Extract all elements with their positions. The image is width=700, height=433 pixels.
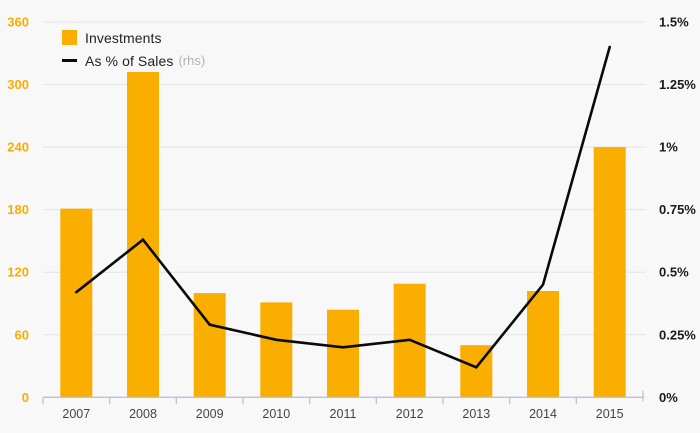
x-label-2010: 2010	[262, 407, 290, 421]
legend-label-sales: As % of Sales	[85, 52, 174, 69]
left-tick-label: 120	[7, 265, 29, 280]
line-swatch-icon	[62, 59, 77, 62]
bar-2010[interactable]	[260, 302, 293, 398]
bar-2014[interactable]	[527, 291, 559, 398]
right-axis-labels: 0% 0.25% 0.5% 0.75% 1% 1.25% 1.5%	[659, 15, 696, 405]
right-tick-label: 0.5%	[659, 265, 689, 280]
x-label-2013: 2013	[462, 407, 490, 421]
legend: Investments As % of Sales (rhs)	[62, 26, 205, 72]
bar-2015[interactable]	[593, 147, 626, 398]
x-label-2008: 2008	[129, 407, 157, 421]
right-tick-label: 1.5%	[659, 15, 689, 30]
bar-2011[interactable]	[327, 309, 359, 398]
line-series-pct-of-sales[interactable]	[75, 45, 612, 369]
x-axis-labels: 2007 2008 2009 2010 2011 2012 2013 2014 2015	[62, 407, 623, 421]
x-axis	[42, 390, 644, 405]
right-tick-label: 1%	[659, 140, 678, 155]
x-label-2014: 2014	[529, 407, 557, 421]
legend-item-investments[interactable]: Investments	[62, 26, 205, 49]
investments-swatch-icon	[62, 30, 77, 45]
right-tick-label: 0%	[659, 390, 678, 405]
left-tick-label: 360	[7, 15, 29, 30]
legend-suffix-rhs: (rhs)	[178, 53, 206, 68]
x-label-2012: 2012	[396, 407, 424, 421]
bar-2007[interactable]	[60, 208, 93, 398]
x-label-2011: 2011	[330, 407, 357, 421]
legend-label-investments: Investments	[85, 29, 162, 46]
left-tick-label: 60	[15, 327, 29, 342]
x-label-2009: 2009	[196, 407, 224, 421]
right-tick-label: 0.25%	[659, 327, 696, 342]
x-label-2007: 2007	[62, 407, 90, 421]
x-label-2015: 2015	[596, 407, 624, 421]
bar-2008[interactable]	[127, 72, 159, 398]
left-tick-label: 240	[7, 140, 29, 155]
left-tick-label: 0	[22, 390, 29, 405]
left-tick-label: 180	[7, 202, 29, 217]
left-tick-label: 300	[7, 77, 29, 92]
left-axis-labels: 0 60 120 180 240 300 360	[7, 15, 29, 405]
legend-item-sales[interactable]: As % of Sales (rhs)	[62, 49, 205, 72]
right-tick-label: 0.75%	[659, 202, 696, 217]
right-tick-label: 1.25%	[659, 77, 696, 92]
bars-series-investments	[60, 72, 626, 398]
